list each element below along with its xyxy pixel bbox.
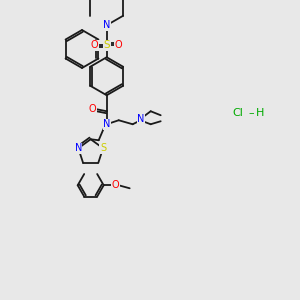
Text: S: S — [100, 143, 106, 153]
Text: S: S — [103, 40, 110, 50]
Text: N: N — [103, 119, 110, 129]
Text: Cl: Cl — [232, 108, 243, 118]
Text: –: – — [248, 108, 254, 118]
Text: N: N — [137, 114, 144, 124]
Text: O: O — [89, 104, 97, 114]
Text: O: O — [91, 40, 98, 50]
Text: N: N — [103, 20, 110, 30]
Text: O: O — [115, 40, 122, 50]
Text: H: H — [256, 108, 264, 118]
Text: O: O — [112, 180, 119, 190]
Text: N: N — [75, 143, 82, 153]
